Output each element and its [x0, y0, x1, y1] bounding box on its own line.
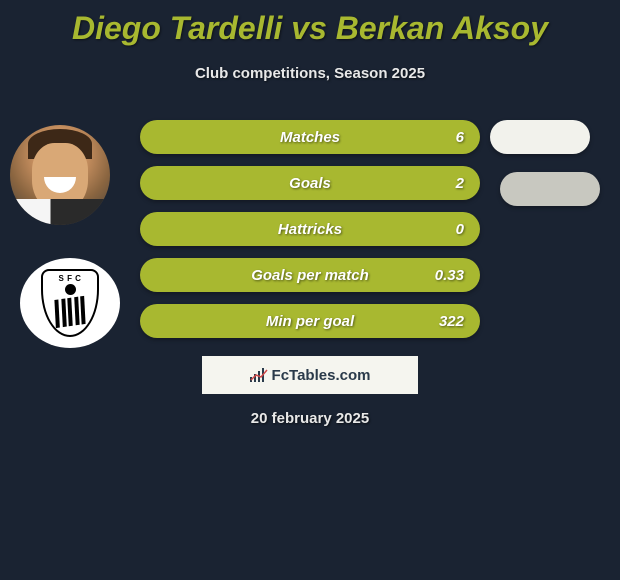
stat-label: Min per goal [266, 313, 354, 330]
club-initials: S F C [59, 274, 82, 283]
avatar-collar [12, 199, 108, 225]
stat-row-hattricks: Hattricks 0 [140, 212, 480, 246]
stat-label: Hattricks [278, 221, 342, 238]
club-shield: S F C [41, 269, 99, 337]
club-logo: S F C [20, 258, 120, 348]
stat-label: Goals [289, 175, 331, 192]
comparison-pill-matches [490, 120, 590, 154]
stat-row-goals: Goals 2 [140, 166, 480, 200]
comparison-pill-goals [500, 172, 600, 206]
stat-value: 2 [456, 175, 464, 192]
stat-value: 0 [456, 221, 464, 238]
stat-value: 322 [439, 313, 464, 330]
date-text: 20 february 2025 [0, 410, 620, 427]
stat-value: 0.33 [435, 267, 464, 284]
comparison-title: Diego Tardelli vs Berkan Aksoy [0, 0, 620, 47]
player-avatar [10, 125, 110, 225]
club-ball-icon [65, 284, 76, 295]
stat-row-gpm: Goals per match 0.33 [140, 258, 480, 292]
stat-row-mpg: Min per goal 322 [140, 304, 480, 338]
stats-container: Matches 6 Goals 2 Hattricks 0 Goals per … [140, 120, 480, 350]
branding-text: FcTables.com [272, 367, 371, 384]
club-stripes [53, 296, 86, 328]
stat-value: 6 [456, 129, 464, 146]
stat-label: Goals per match [251, 267, 369, 284]
chart-icon [250, 368, 268, 382]
stat-row-matches: Matches 6 [140, 120, 480, 154]
season-subtitle: Club competitions, Season 2025 [0, 65, 620, 82]
branding-box: FcTables.com [202, 356, 418, 394]
stat-label: Matches [280, 129, 340, 146]
